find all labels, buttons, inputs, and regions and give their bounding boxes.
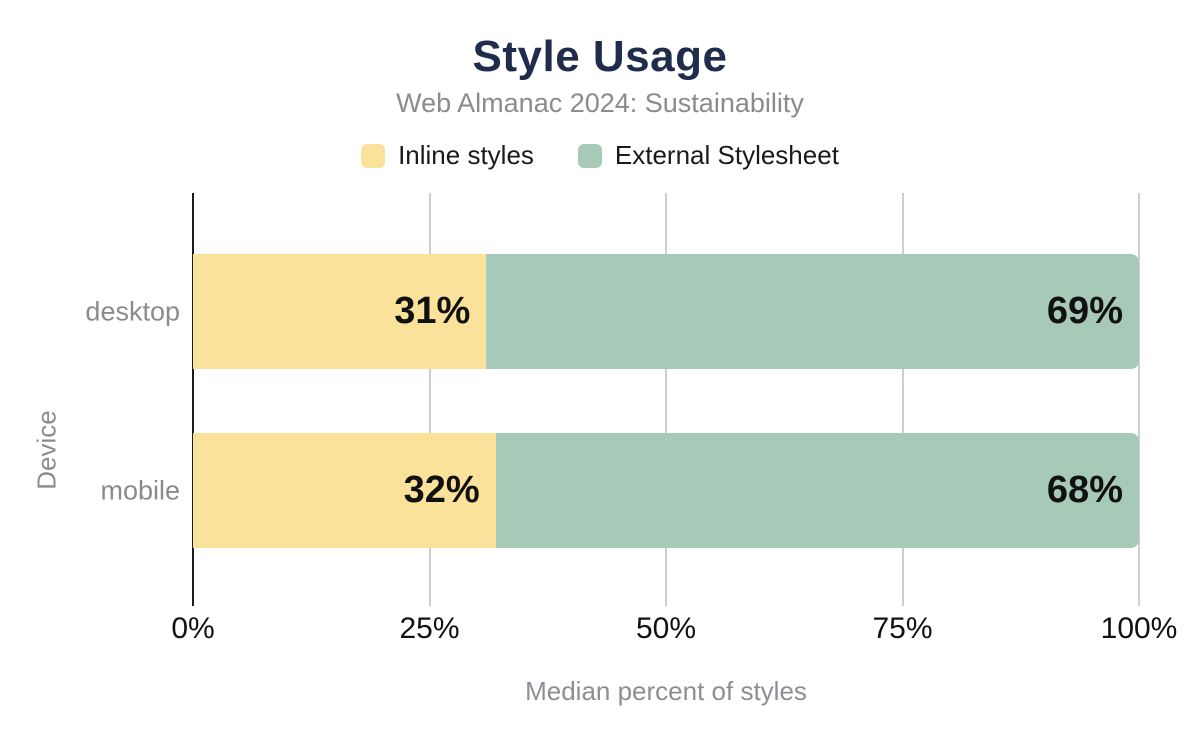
chart-legend: Inline styles External Stylesheet (0, 140, 1200, 171)
bar-row-desktop: 31% 69% (193, 254, 1139, 369)
bar-segment-inline-styles-mobile[interactable]: 32% (193, 433, 496, 548)
category-label-desktop: desktop (85, 296, 180, 326)
bar-value-label: 68% (1046, 469, 1123, 511)
legend-label: Inline styles (398, 140, 534, 170)
chart-subtitle: Web Almanac 2024: Sustainability (396, 88, 804, 118)
legend-item-external-stylesheet[interactable]: External Stylesheet (577, 140, 839, 171)
x-tick-label: 75% (872, 612, 933, 645)
x-tick-label: 100% (1100, 612, 1178, 645)
bar-segment-inline-styles-desktop[interactable]: 31% (193, 254, 487, 369)
bar-value-label: 69% (1046, 290, 1123, 332)
legend-label: External Stylesheet (614, 140, 839, 170)
legend-swatch-external-stylesheet-icon (577, 143, 602, 168)
x-tick-label: 50% (635, 612, 697, 645)
bar-row-mobile: 32% 68% (193, 433, 1139, 548)
category-label-mobile: mobile (100, 475, 180, 505)
bar-value-label: 32% (403, 469, 480, 511)
gridline (1138, 193, 1140, 606)
x-tick-label: 0% (171, 612, 215, 645)
legend-swatch-inline-styles-icon (361, 143, 386, 168)
y-axis-line (192, 193, 194, 606)
chart-title: Style Usage (472, 32, 728, 81)
bar-segment-external-stylesheet-desktop[interactable]: 69% (486, 254, 1139, 369)
x-tick-label: 25% (399, 612, 460, 645)
plot-area: 31% 69% 32% 68% (192, 193, 1140, 606)
gridline (428, 193, 431, 606)
gridline (901, 193, 904, 606)
gridline (665, 193, 667, 606)
bar-segment-external-stylesheet-mobile[interactable]: 68% (495, 433, 1139, 548)
bar-value-label: 31% (394, 290, 471, 332)
legend-item-inline-styles[interactable]: Inline styles (361, 140, 534, 171)
y-axis-label: Device (31, 410, 62, 490)
x-axis-label: Median percent of styles (525, 676, 807, 706)
